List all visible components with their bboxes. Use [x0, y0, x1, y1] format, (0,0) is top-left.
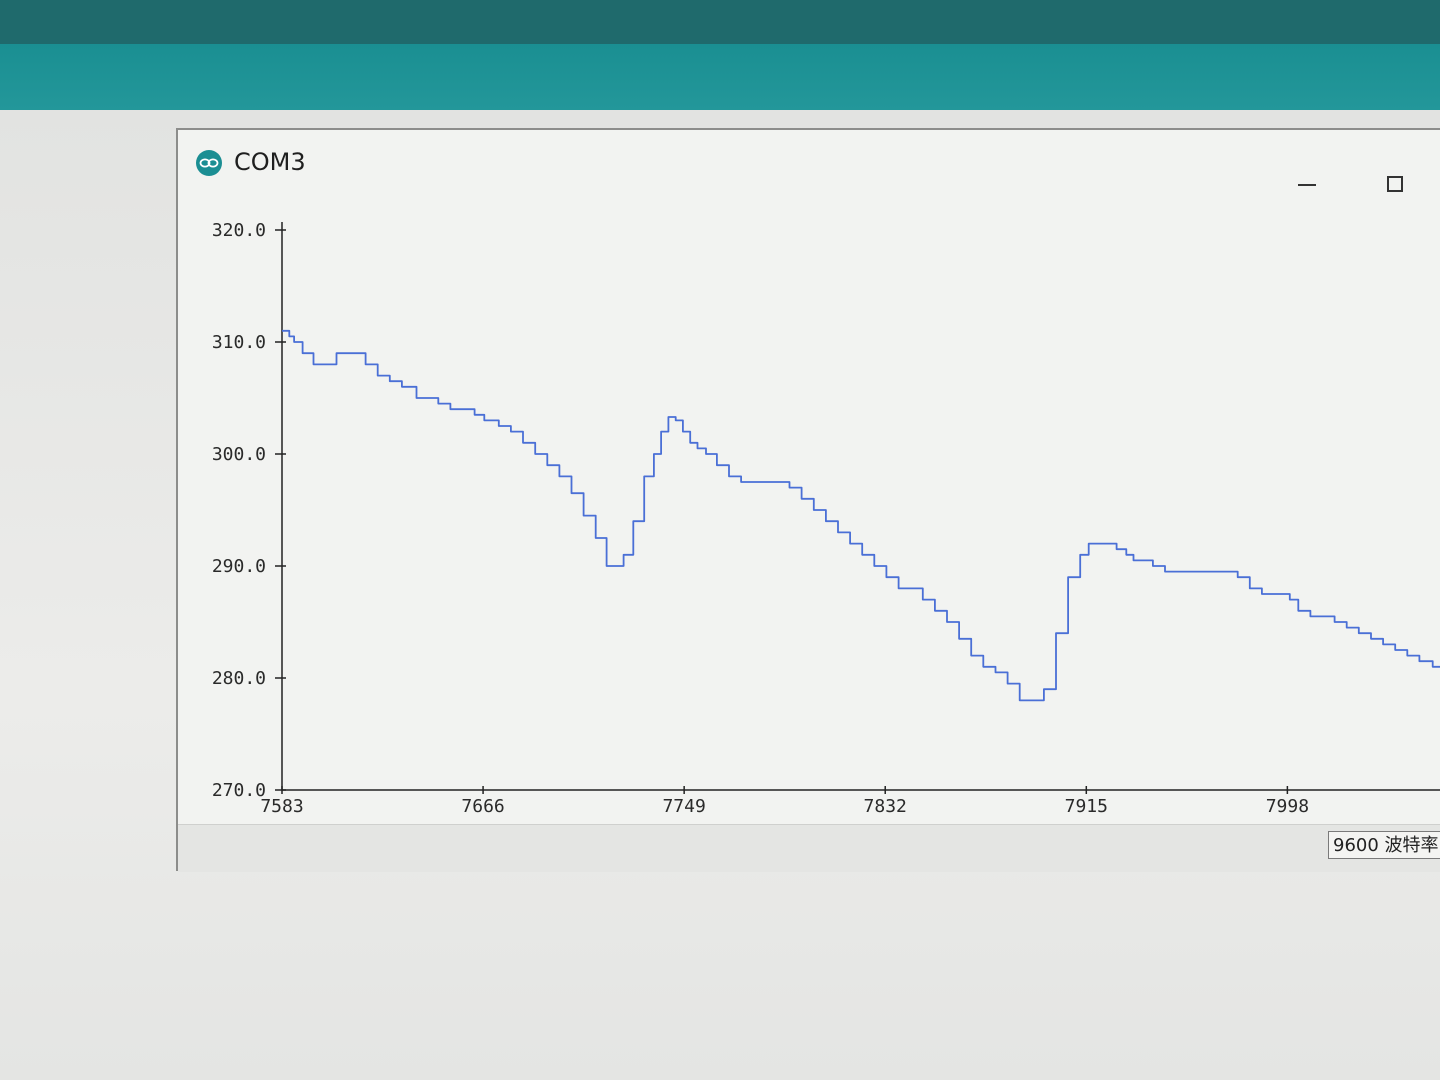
y-tick-label-0: 320.0	[212, 220, 266, 241]
y-tick-label-5: 270.0	[212, 780, 266, 801]
minimize-icon[interactable]	[1286, 168, 1326, 204]
x-tick-label-5: 7998	[1266, 796, 1309, 817]
y-tick-label-2: 300.0	[212, 444, 266, 465]
y-tick-label-1: 310.0	[212, 332, 266, 353]
y-tick-label-4: 280.0	[212, 668, 266, 689]
x-tick-label-4: 7915	[1065, 796, 1108, 817]
window-title: COM3	[234, 148, 306, 176]
maximize-icon[interactable]	[1376, 168, 1416, 204]
y-tick-label-3: 290.0	[212, 556, 266, 577]
serial-plotter-window: COM3 320.0 310.0 300.0 290.0 280.0 270.0 7583 7…	[176, 128, 1440, 872]
plotter-footer: 9600 波特率	[178, 824, 1440, 872]
x-tick-label-0: 7583	[260, 796, 303, 817]
ide-toolbar-band	[0, 44, 1440, 110]
window-titlebar[interactable]: COM3	[178, 130, 1440, 196]
series-line-0	[282, 329, 1440, 702]
arduino-infinity-icon	[196, 150, 222, 176]
baud-rate-select[interactable]: 9600 波特率	[1328, 831, 1440, 859]
x-tick-label-2: 7749	[662, 796, 705, 817]
desktop-top-band	[0, 0, 1440, 44]
x-tick-label-3: 7832	[864, 796, 907, 817]
x-tick-label-1: 7666	[461, 796, 504, 817]
